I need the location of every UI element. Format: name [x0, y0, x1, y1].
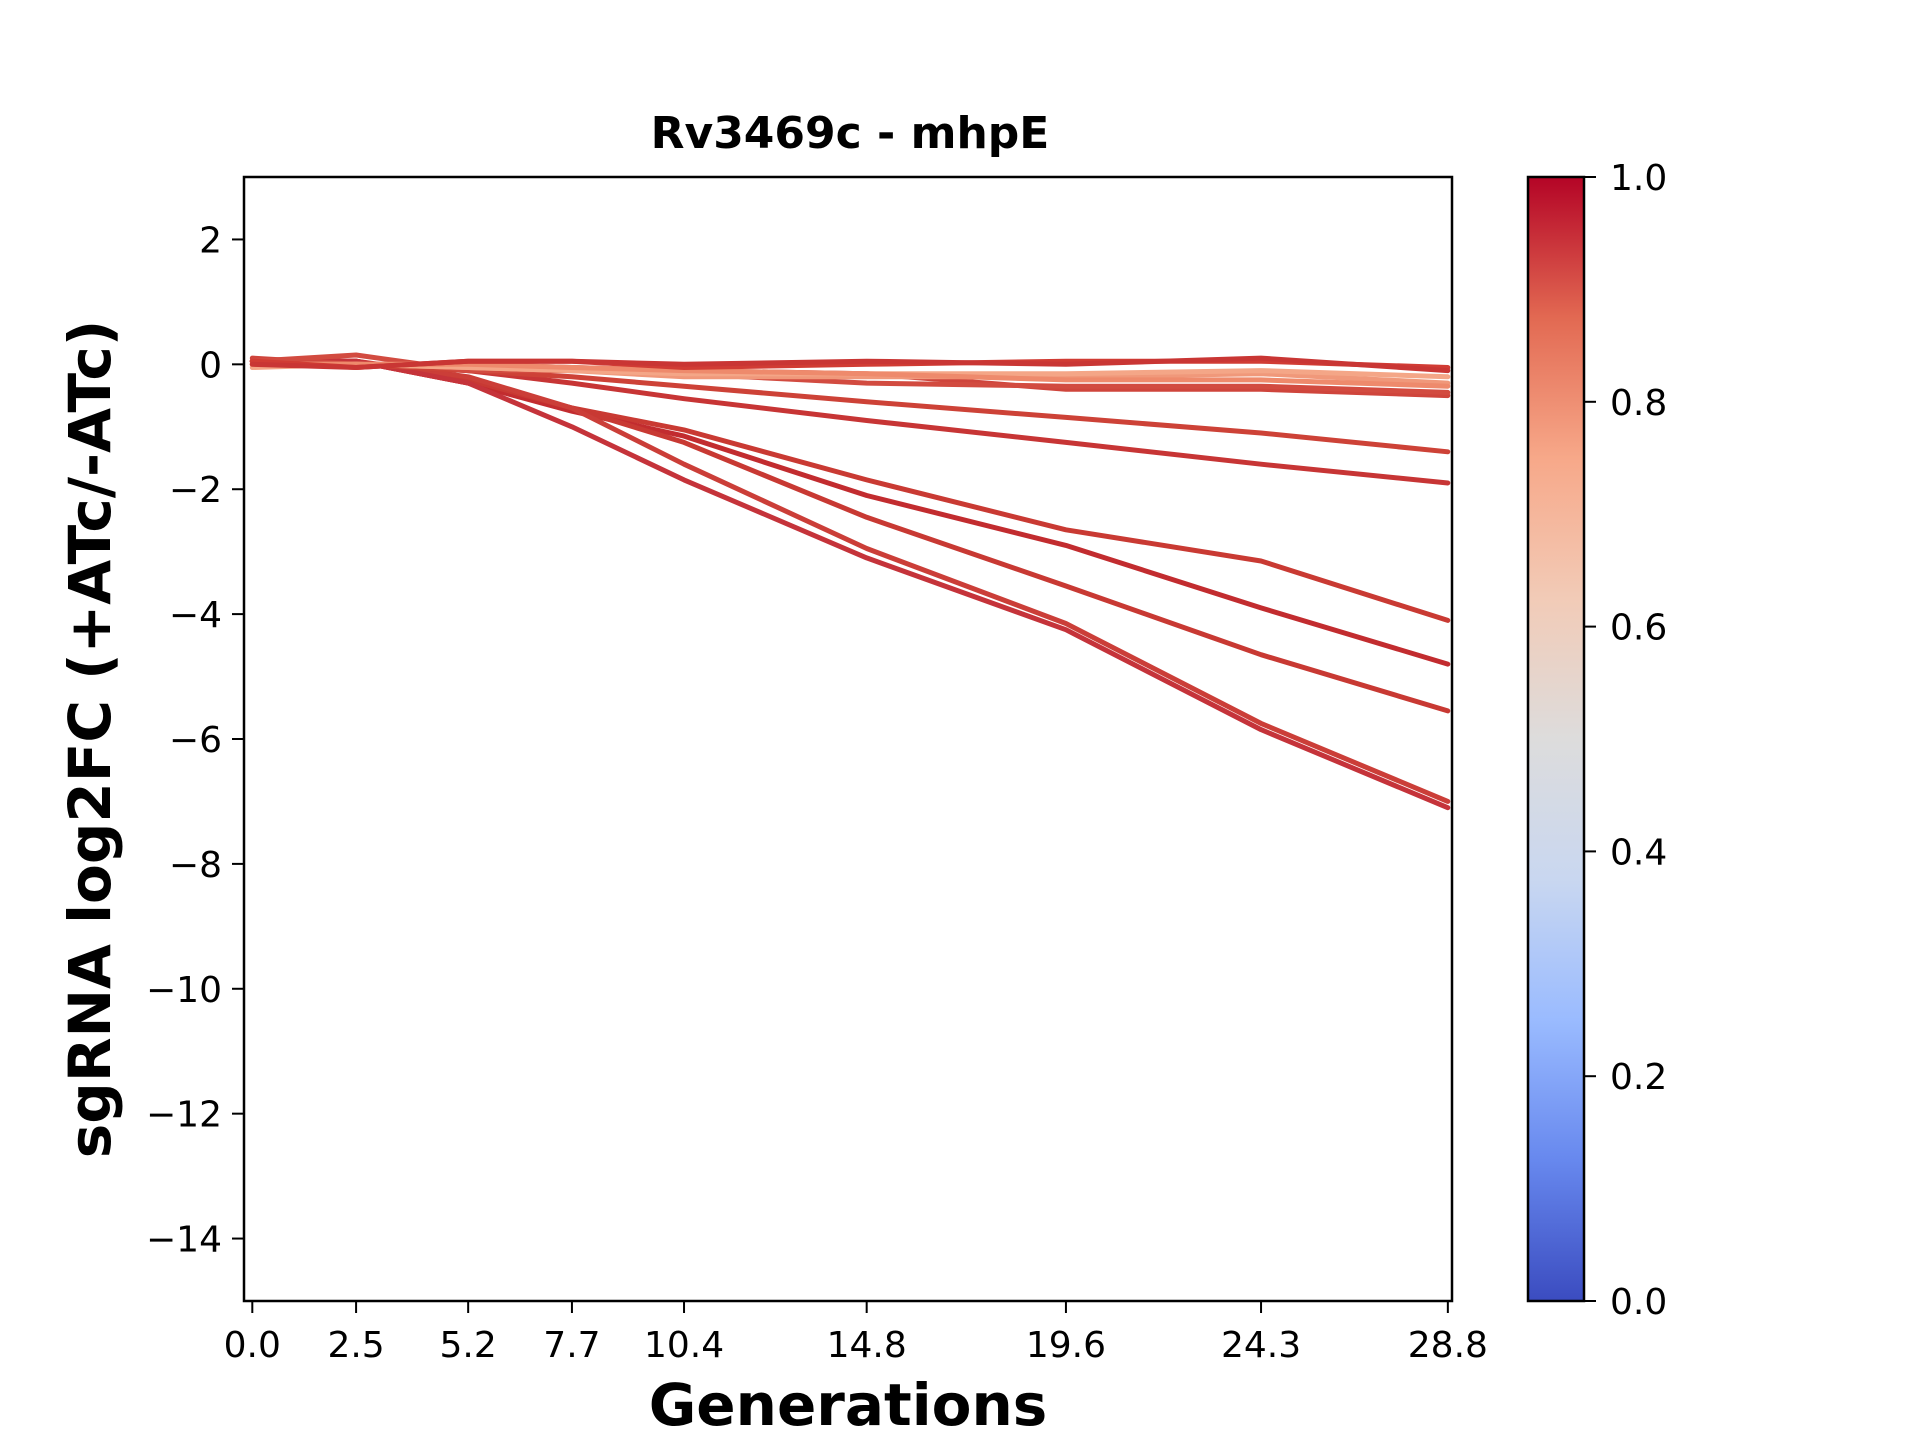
x-tick-label: 2.5 [327, 1325, 384, 1366]
y-axis-label: sgRNA log2FC (+ATc/-ATc) [56, 320, 124, 1158]
series-line-14 [249, 355, 1451, 374]
colorbar-tick-label: 1.0 [1610, 158, 1667, 199]
x-tick-label: 28.8 [1408, 1325, 1488, 1366]
y-tick-label: −8 [169, 845, 222, 886]
colorbar-tick-label: 0.6 [1610, 608, 1667, 649]
y-tick-label: −4 [169, 595, 222, 636]
y-tick-label: −14 [146, 1220, 222, 1261]
series-line-3 [249, 358, 1451, 714]
colorbar-tick-label: 0.2 [1610, 1057, 1667, 1098]
colorbar-tick-label: 0.8 [1610, 383, 1667, 424]
x-tick-label: 19.6 [1026, 1325, 1106, 1366]
y-tick-label: 2 [199, 220, 222, 261]
colorbar [1526, 175, 1586, 1303]
y-tick-label: 0 [199, 345, 222, 386]
x-tick-label: 0.0 [224, 1325, 281, 1366]
x-tick-label: 5.2 [440, 1325, 497, 1366]
y-tick-label: −6 [169, 720, 222, 761]
colorbar-tick-label: 0.4 [1610, 832, 1667, 873]
chart-title: Rv3469c - mhpE [651, 108, 1050, 159]
series-line-5 [249, 358, 1451, 811]
y-tick-label: −12 [146, 1095, 222, 1136]
x-tick-label: 24.3 [1221, 1325, 1301, 1366]
x-tick-label: 14.8 [827, 1325, 907, 1366]
series-lines [249, 352, 1451, 811]
y-tick-label: −2 [169, 470, 222, 511]
x-tick-label: 10.4 [644, 1325, 724, 1366]
colorbar-tick-label: 0.0 [1610, 1282, 1667, 1323]
x-axis: 0.0 2.5 5.2 7.7 10.4 14.8 19.6 24.3 28.8 [224, 1301, 1488, 1366]
y-axis: 2 0 −2 −4 −6 −8 −10 −12 −14 [146, 220, 244, 1261]
x-tick-label: 7.7 [543, 1325, 600, 1366]
colorbar-axis: 0.0 0.2 0.4 0.6 0.8 1.0 [1584, 158, 1667, 1323]
x-axis-label: Generations [649, 1371, 1048, 1439]
y-tick-label: −10 [146, 970, 222, 1011]
plot-area-frame [242, 175, 1454, 1303]
